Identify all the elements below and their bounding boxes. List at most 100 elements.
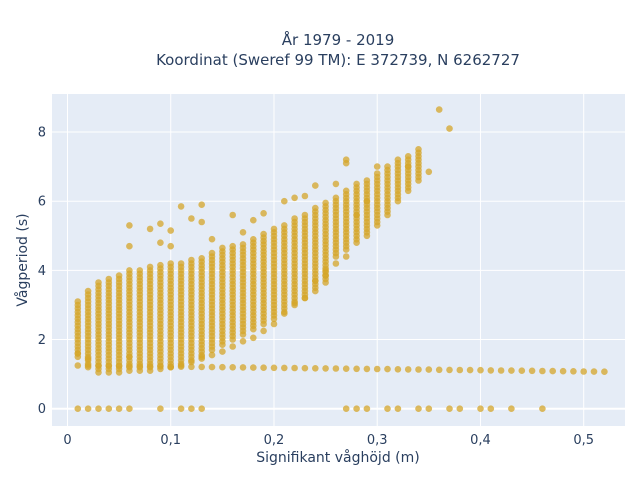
data-point: [384, 365, 391, 373]
data-point: [363, 197, 371, 205]
plot-background: [52, 94, 625, 426]
data-point: [105, 405, 113, 413]
data-point: [74, 298, 82, 305]
data-point: [373, 163, 381, 170]
data-point: [250, 216, 257, 224]
data-point: [167, 227, 174, 234]
data-point: [456, 366, 464, 374]
data-point: [229, 211, 236, 219]
data-point: [239, 364, 247, 371]
data-point: [157, 261, 164, 269]
data-point: [167, 363, 174, 371]
data-point: [497, 367, 505, 374]
data-point: [208, 363, 216, 371]
data-point: [157, 405, 164, 413]
data-point: [487, 405, 495, 413]
data-point: [188, 363, 195, 371]
data-point: [363, 177, 371, 184]
data-point: [291, 299, 298, 307]
data-point: [239, 229, 247, 236]
data-point: [74, 362, 82, 369]
data-point: [322, 365, 329, 372]
data-point: [508, 405, 515, 413]
x-tick-label: 0,2: [264, 433, 285, 448]
data-point: [301, 211, 309, 219]
data-point: [281, 222, 288, 229]
data-point: [136, 267, 144, 274]
data-point: [332, 194, 340, 202]
data-point: [74, 405, 82, 413]
data-point: [84, 355, 92, 362]
data-point: [126, 353, 133, 361]
data-point: [219, 363, 226, 371]
data-point: [95, 279, 102, 286]
data-point: [322, 272, 329, 279]
data-point: [188, 358, 195, 366]
data-point: [260, 230, 267, 238]
data-point: [487, 367, 495, 374]
data-point: [115, 405, 123, 413]
x-tick-label: 0,1: [160, 433, 181, 448]
data-point: [312, 204, 319, 212]
data-point: [332, 260, 340, 267]
data-point: [188, 256, 195, 264]
data-point: [250, 364, 257, 371]
data-point: [84, 287, 92, 295]
data-point: [539, 405, 546, 413]
data-point: [446, 366, 453, 374]
data-point: [394, 156, 402, 163]
data-point: [549, 367, 556, 375]
data-point: [229, 242, 236, 250]
data-point: [239, 241, 247, 248]
x-tick-labels: 0 0,1 0,2 0,3 0,4 0,5: [63, 433, 594, 448]
data-point: [425, 168, 433, 176]
data-point: [126, 405, 133, 413]
data-point: [157, 239, 164, 246]
data-point: [219, 348, 226, 355]
data-point: [466, 366, 474, 374]
data-point: [115, 272, 123, 279]
data-point: [425, 366, 433, 373]
data-point: [126, 267, 133, 274]
data-point: [353, 180, 360, 188]
data-point: [95, 405, 102, 413]
y-axis-title: Vågperiod (s): [14, 213, 31, 306]
data-point: [126, 222, 133, 229]
data-point: [281, 364, 288, 372]
data-point: [177, 362, 185, 369]
data-point: [384, 405, 391, 413]
data-point: [146, 263, 154, 271]
y-tick-labels: 0 2 4 6 8: [38, 126, 46, 418]
data-point: [157, 220, 164, 227]
grid-lines: [52, 94, 625, 426]
data-point: [435, 106, 443, 113]
data-point: [415, 405, 422, 413]
data-point: [446, 405, 453, 413]
data-point: [291, 194, 298, 202]
data-point: [518, 367, 526, 375]
y-tick-label: 8: [38, 126, 46, 141]
data-point: [353, 405, 360, 413]
data-point: [291, 215, 298, 222]
data-points: [74, 106, 608, 413]
data-point: [301, 192, 309, 200]
data-point: [167, 260, 174, 267]
x-tick-label: 0,3: [367, 433, 388, 448]
data-point: [539, 367, 546, 375]
data-point: [229, 343, 236, 350]
data-point: [508, 367, 515, 374]
data-point: [188, 405, 195, 413]
data-point: [353, 365, 360, 373]
data-point: [456, 405, 464, 413]
data-point: [404, 153, 412, 160]
x-tick-label: 0,5: [573, 433, 594, 448]
data-point: [528, 367, 536, 375]
data-point: [74, 350, 82, 357]
data-point: [229, 364, 236, 371]
chart-title-line-1: År 1979 - 2019: [282, 30, 395, 49]
data-point: [146, 225, 154, 233]
data-point: [342, 405, 350, 413]
data-point: [373, 365, 381, 373]
data-point: [301, 294, 309, 302]
